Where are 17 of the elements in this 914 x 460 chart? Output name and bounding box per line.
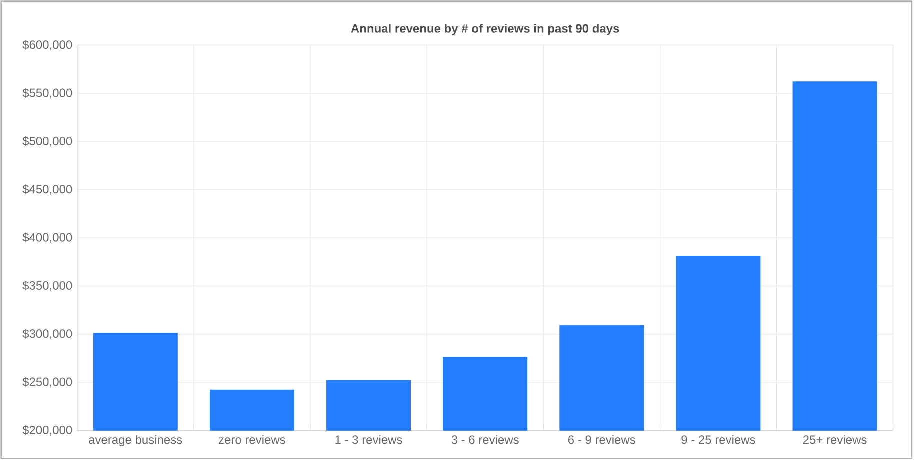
y-tick-label: $250,000 (22, 377, 72, 388)
x-tick-label: average business (89, 435, 182, 447)
y-tick-label: $200,000 (22, 425, 72, 436)
y-tick-label: $300,000 (22, 329, 72, 340)
chart-title: Annual revenue by # of reviews in past 90 days (351, 24, 620, 36)
x-tick-label: 3 - 6 reviews (452, 435, 519, 444)
y-tick-label: $600,000 (22, 40, 72, 51)
x-tick-label: 1 - 3 reviews (336, 435, 402, 444)
x-tick-label: 6 - 9 reviews (568, 435, 636, 444)
x-tick-label: 25+ reviews (803, 435, 867, 444)
x-tick-label: 9 - 25 reviews (682, 435, 756, 444)
y-tick-label: $350,000 (22, 280, 72, 292)
y-tick-label: $500,000 (22, 136, 72, 147)
y-tick-label: $550,000 (22, 88, 72, 99)
x-tick-label: zero reviews (219, 435, 286, 444)
y-tick-label: $400,000 (22, 232, 72, 244)
y-tick-label: $450,000 (22, 184, 72, 196)
